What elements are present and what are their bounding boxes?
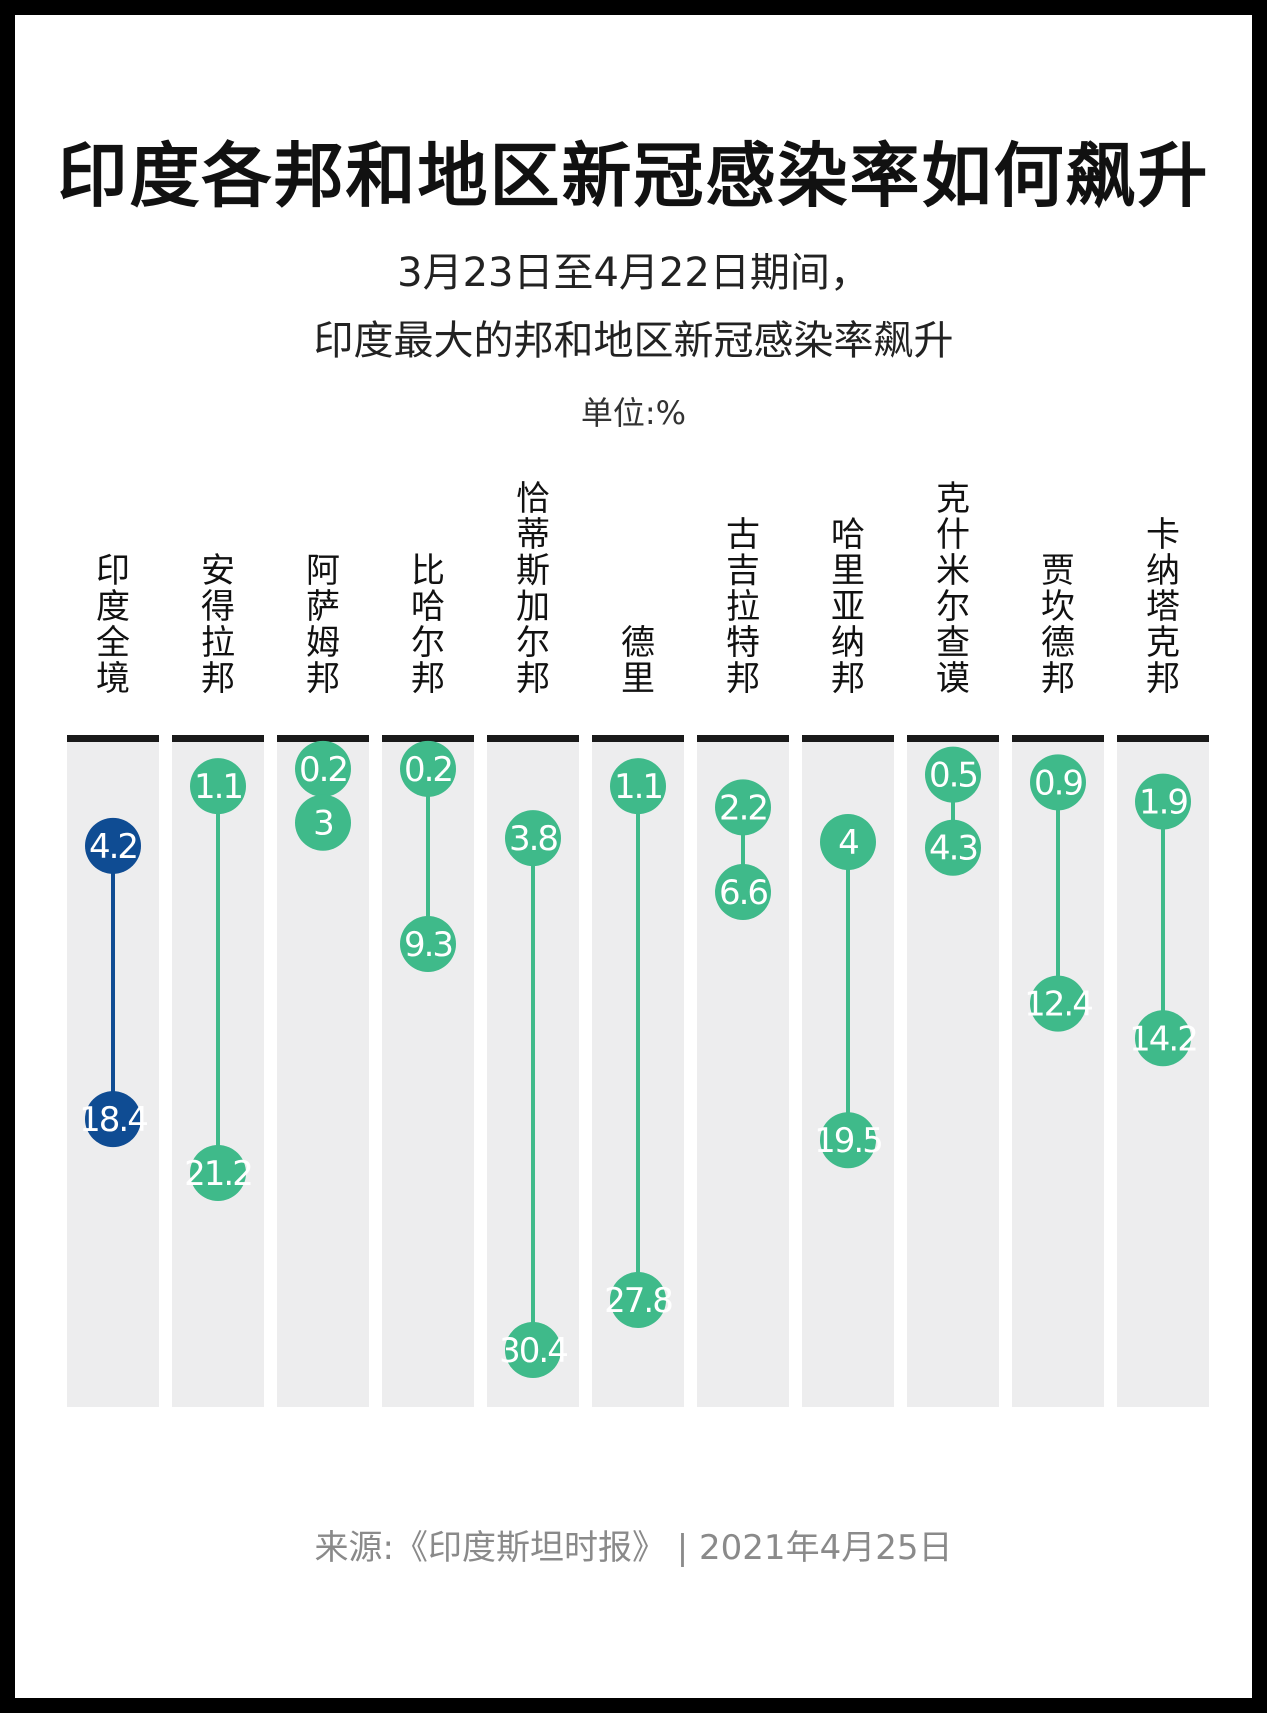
start-value-dot — [400, 740, 456, 797]
column-header-bar — [907, 735, 999, 742]
column-header-bar — [67, 735, 159, 742]
end-value-dot — [85, 1091, 141, 1148]
column-header-bar — [697, 735, 789, 742]
end-value-dot — [400, 915, 456, 972]
end-value-dot — [190, 1144, 246, 1201]
end-value-dot — [610, 1271, 666, 1328]
end-value-dot — [1135, 1010, 1191, 1067]
start-value-dot — [85, 817, 141, 874]
start-value-dot — [715, 779, 771, 836]
start-value-dot — [1135, 773, 1191, 830]
start-value-label: 4.2 — [89, 827, 137, 867]
category-label: 哈里亚纳邦 — [831, 515, 865, 699]
end-value-dot — [1030, 975, 1086, 1032]
start-value-label: 0.2 — [299, 750, 347, 790]
start-value-label: 1.1 — [194, 767, 242, 807]
end-value-label: 6.6 — [719, 873, 767, 913]
column-header-bar — [277, 735, 369, 742]
category-label: 印度全境 — [96, 551, 130, 699]
column-header-bar — [802, 735, 894, 742]
column-header-bar — [592, 735, 684, 742]
start-value-label: 1.1 — [614, 767, 662, 807]
category-label: 德里 — [621, 623, 655, 699]
start-value-label: 0.2 — [404, 750, 452, 790]
end-value-label: 18.4 — [79, 1100, 147, 1140]
column-header-bar — [172, 735, 264, 742]
column-background — [277, 741, 369, 1407]
start-value-dot — [925, 746, 981, 803]
start-value-label: 3.8 — [509, 819, 557, 859]
end-value-dot — [295, 794, 351, 851]
start-value-dot — [610, 758, 666, 815]
end-value-label: 30.4 — [499, 1331, 567, 1371]
category-label: 克什米尔查谟 — [936, 479, 970, 699]
end-value-dot — [820, 1112, 876, 1169]
category-label: 卡纳塔克邦 — [1146, 515, 1180, 699]
column-header-bar — [1117, 735, 1209, 742]
start-value-dot — [190, 758, 246, 815]
start-value-label: 2.2 — [719, 788, 767, 828]
column-header-bar — [1012, 735, 1104, 742]
start-value-label: 1.9 — [1139, 783, 1187, 823]
start-value-dot — [820, 813, 876, 870]
end-value-label: 14.2 — [1129, 1019, 1197, 1059]
chart-title: 印度各邦和地区新冠感染率如何飙升 — [57, 135, 1210, 217]
end-value-label: 19.5 — [814, 1121, 882, 1161]
end-value-label: 9.3 — [404, 925, 452, 965]
start-value-label: 0.9 — [1034, 763, 1082, 803]
end-value-label: 12.4 — [1024, 985, 1092, 1025]
end-value-label: 3 — [313, 804, 333, 844]
category-label: 安得拉邦 — [201, 551, 235, 699]
end-value-dot — [715, 864, 771, 921]
start-value-dot — [1030, 754, 1086, 811]
source-note: 来源:《印度斯坦时报》 | 2021年4月25日 — [314, 1528, 953, 1568]
category-label: 比哈尔邦 — [411, 551, 445, 699]
end-value-label: 4.3 — [929, 829, 977, 869]
start-value-label: 4 — [838, 823, 858, 863]
unit-label: 单位:% — [580, 394, 687, 432]
column-header-bar — [382, 735, 474, 742]
end-value-dot — [505, 1322, 561, 1378]
category-label: 阿萨姆邦 — [306, 551, 340, 699]
end-value-dot — [925, 819, 981, 876]
category-label: 恰蒂斯加尔邦 — [516, 479, 550, 699]
start-value-dot — [505, 810, 561, 867]
category-label: 古吉拉特邦 — [726, 515, 760, 699]
end-value-label: 27.8 — [604, 1281, 672, 1321]
category-label: 贾坎德邦 — [1041, 551, 1075, 699]
chart-subtitle-line2: 印度最大的邦和地区新冠感染率飙升 — [313, 318, 954, 364]
chart-subtitle-line1: 3月23日至4月22日期间， — [397, 250, 870, 296]
end-value-label: 21.2 — [184, 1154, 252, 1194]
start-value-dot — [295, 740, 351, 797]
column-header-bar — [487, 735, 579, 742]
start-value-label: 0.5 — [929, 756, 977, 796]
